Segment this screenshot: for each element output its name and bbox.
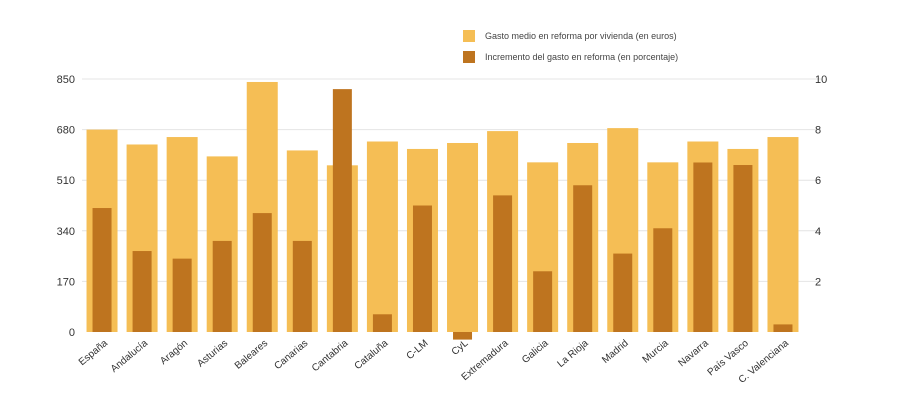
left-tick-label: 680 xyxy=(57,125,75,137)
right-tick-label: 10 xyxy=(815,74,827,86)
category-label: Aragón xyxy=(158,338,190,367)
bar-incremento xyxy=(573,185,593,332)
legend-swatch-incremento xyxy=(463,51,475,63)
bar-incremento xyxy=(773,324,793,332)
category-label: CyL xyxy=(450,338,471,358)
legend-label-gasto: Gasto medio en reforma por vivienda (en … xyxy=(485,31,677,41)
left-tick-label: 0 xyxy=(69,327,75,339)
legend: Gasto medio en reforma por vivienda (en … xyxy=(463,30,678,63)
category-label: España xyxy=(77,338,110,369)
bar-gasto xyxy=(767,137,799,332)
category-label: Cataluña xyxy=(353,338,391,372)
bar-incremento xyxy=(252,213,272,332)
bars xyxy=(86,81,799,340)
right-tick-label: 2 xyxy=(815,276,821,288)
bar-incremento xyxy=(493,195,513,332)
category-label: C-LM xyxy=(405,338,431,362)
bar-incremento xyxy=(372,314,392,332)
category-label: Navarra xyxy=(676,338,711,370)
category-label: Cantabria xyxy=(310,338,351,375)
left-tick-label: 170 xyxy=(57,276,75,288)
left-tick-label: 510 xyxy=(57,175,75,187)
right-tick-label: 6 xyxy=(815,175,821,187)
bar-gasto xyxy=(447,142,479,332)
bar-incremento xyxy=(453,332,473,340)
bar-incremento xyxy=(292,240,312,332)
category-label: Madrid xyxy=(600,338,630,366)
legend-label-incremento: Incremento del gasto en reforma (en porc… xyxy=(485,52,678,62)
left-tick-label: 340 xyxy=(57,226,75,238)
bar-incremento xyxy=(693,162,713,332)
legend-swatch-gasto xyxy=(463,30,475,42)
right-axis-ticks: 10 8 6 4 2 xyxy=(815,74,827,288)
left-tick-label: 850 xyxy=(57,74,75,86)
bar-incremento xyxy=(653,228,673,332)
bar-incremento xyxy=(172,258,192,332)
bar-incremento xyxy=(613,253,633,332)
right-tick-label: 4 xyxy=(815,226,821,238)
bar-gasto xyxy=(366,141,398,332)
category-label: La Rioja xyxy=(555,338,591,370)
left-axis-ticks: 850 680 510 340 170 0 xyxy=(57,74,75,339)
bar-incremento xyxy=(533,271,553,332)
category-label: Galicia xyxy=(520,338,551,366)
bar-incremento xyxy=(332,89,352,333)
right-tick-label: 8 xyxy=(815,125,821,137)
bar-incremento xyxy=(212,240,232,332)
bar-incremento xyxy=(733,165,753,332)
bar-incremento xyxy=(92,208,112,332)
category-label: Murcia xyxy=(641,338,671,366)
bar-incremento xyxy=(132,251,152,332)
category-label: Asturias xyxy=(195,338,230,370)
category-label: Baleares xyxy=(233,338,270,372)
category-label: Canarias xyxy=(272,338,310,372)
category-label: Andalucía xyxy=(109,338,150,375)
bar-incremento xyxy=(412,205,432,332)
